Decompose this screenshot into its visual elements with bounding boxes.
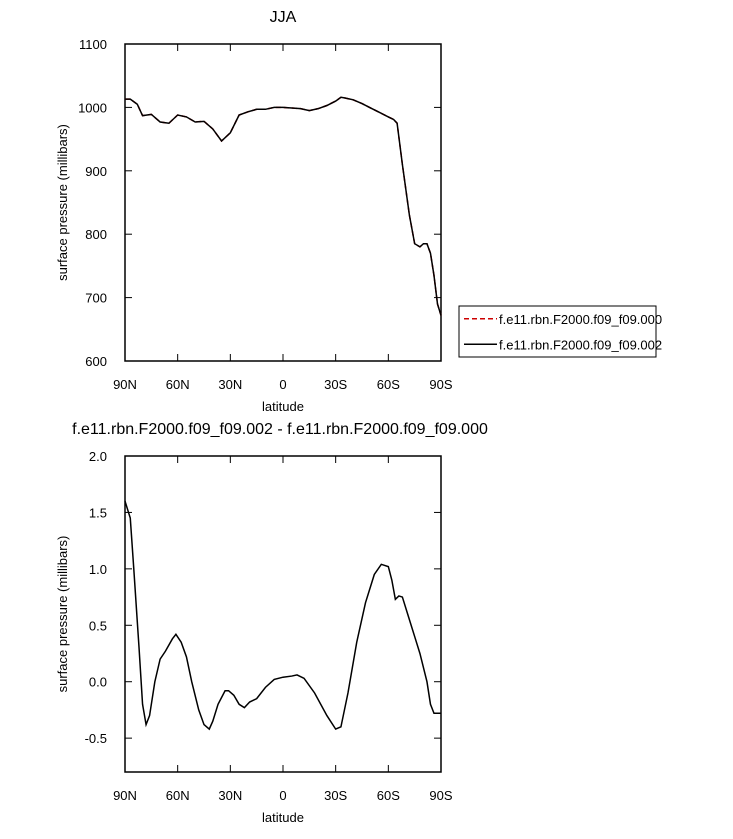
y-tick-label: 900 [85,164,107,179]
x-tick-label: 60S [377,377,400,392]
chart-title: f.e11.rbn.F2000.f09_f09.002 - f.e11.rbn.… [72,421,488,438]
plot-frame [124,455,442,773]
x-tick-label: 30S [324,377,347,392]
plot-frame [124,43,442,362]
legend-label: f.e11.rbn.F2000.f09_f09.000 [499,312,662,327]
x-tick-label: 90S [429,377,452,392]
y-tick-label: 0.0 [89,675,107,690]
y-tick-label: 0.5 [89,618,107,633]
line [125,96,442,316]
y-tick-label: 700 [85,291,107,306]
y-axis-label: surface pressure (millibars) [55,124,70,281]
y-tick-label: 1.5 [89,505,107,520]
y-tick-label: 1.0 [89,562,107,577]
y-tick-label: 600 [85,354,107,369]
x-tick-label: 60N [166,788,190,803]
x-tick-label: 90N [113,377,137,392]
x-tick-label: 0 [279,788,286,803]
y-tick-label: 1000 [78,100,107,115]
y-tick-label: -0.5 [85,731,107,746]
x-tick-label: 60N [166,377,190,392]
y-axis-label: surface pressure (millibars) [55,536,70,693]
line [124,500,441,731]
y-tick-label: 1100 [79,37,107,52]
x-tick-label: 90S [429,788,452,803]
legend-box [458,305,657,358]
x-axis-label: latitude [262,810,304,825]
line [125,96,442,316]
chart-title: JJA [270,9,297,26]
x-tick-label: 30S [324,788,347,803]
y-tick-label: 800 [85,227,107,242]
x-tick-label: 60S [377,788,400,803]
legend-label: f.e11.rbn.F2000.f09_f09.002 [499,337,662,352]
x-tick-label: 30N [218,377,242,392]
x-tick-label: 0 [279,377,286,392]
x-tick-label: 90N [113,788,137,803]
x-axis-label: latitude [262,399,304,414]
y-tick-label: 2.0 [89,449,107,464]
x-tick-label: 30N [218,788,242,803]
